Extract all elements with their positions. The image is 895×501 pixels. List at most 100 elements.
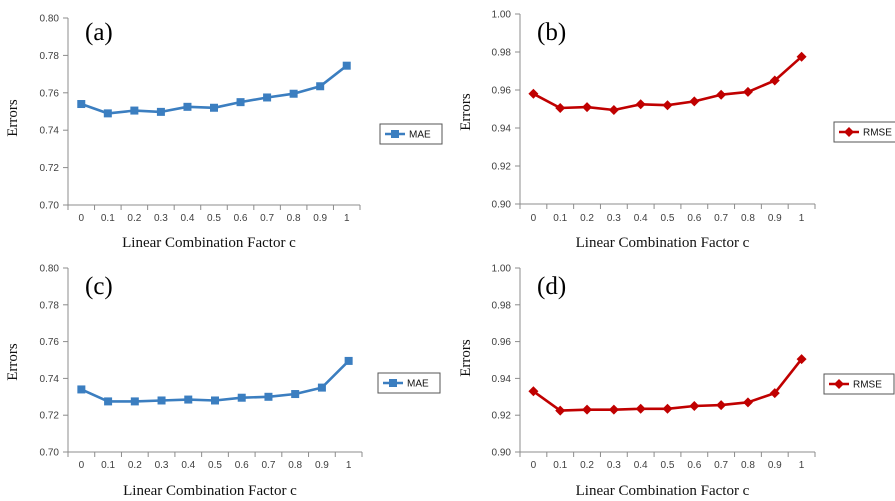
x-tick-label: 0.1 (101, 460, 115, 471)
y-tick-label: 0.72 (40, 163, 60, 174)
x-tick-label: 0.8 (741, 213, 755, 224)
x-tick-label: 0.5 (207, 213, 221, 224)
data-point (528, 386, 539, 397)
x-tick-label: 0.3 (155, 460, 169, 471)
y-tick-label: 0.96 (492, 337, 512, 348)
data-point (582, 102, 593, 113)
y-tick-label: 0.98 (492, 48, 512, 59)
series-line-mae (80, 359, 350, 403)
x-tick-label: 1 (344, 213, 350, 224)
x-tick-label: 1 (346, 460, 352, 471)
x-tick-label: 0.5 (661, 460, 675, 471)
y-tick-label: 1.00 (492, 264, 512, 275)
series-line-rmse (532, 358, 803, 412)
y-tick-label: 0.74 (40, 126, 60, 137)
x-tick-label: 0.4 (181, 460, 195, 471)
x-tick-label: 0.1 (553, 213, 567, 224)
y-tick-label: 0.90 (492, 200, 512, 211)
x-tick-label: 0 (78, 213, 84, 224)
chart-panel-3: 0.70 0.72 0.74 0.76 0.78 0.80 0 0.1 0.2 0.3 0.4 0.5… (5, 264, 441, 499)
data-point (317, 383, 326, 392)
data-point (528, 88, 539, 99)
data-point (716, 400, 727, 411)
data-point (555, 405, 566, 416)
x-tick-label: 0.9 (768, 460, 782, 471)
y-tick-label: 0.72 (40, 411, 60, 422)
data-point (264, 392, 273, 401)
data-point (769, 75, 780, 86)
x-tick-label: 0.9 (315, 460, 329, 471)
x-tick-label: 0.2 (128, 460, 142, 471)
x-tick-label: 0.9 (768, 213, 782, 224)
legend-box (377, 372, 441, 394)
data-point (662, 100, 673, 111)
x-tick-label: 0.6 (235, 460, 249, 471)
y-tick-label: 0.98 (492, 300, 512, 311)
chart-panel-1: 0.70 0.72 0.74 0.76 0.78 0.80 0 0.1 0.2 0.3 0.4 0.5… (5, 14, 443, 251)
y-axis-title: Errors (458, 93, 474, 131)
x-tick-label: 0.6 (687, 213, 701, 224)
y-tick-label: 0.70 (40, 201, 60, 212)
legend-box (823, 373, 895, 395)
x-tick-label: 0.6 (234, 213, 248, 224)
data-point (157, 396, 166, 405)
x-tick-label: 1 (799, 213, 805, 224)
x-tick-label: 0 (531, 213, 537, 224)
x-axis-title: Linear Combination Factor c (122, 235, 296, 251)
data-point (103, 109, 112, 118)
panel-label: (c) (85, 273, 113, 300)
data-point (130, 106, 139, 115)
y-tick-label: 0.94 (492, 374, 512, 385)
x-tick-label: 0 (79, 460, 85, 471)
data-point (77, 100, 86, 109)
data-point (662, 403, 673, 414)
x-tick-label: 0.5 (661, 213, 675, 224)
y-axis-title: Errors (5, 343, 21, 381)
data-point (183, 102, 192, 111)
legend-marker (389, 379, 397, 387)
x-tick-label: 0.3 (154, 213, 168, 224)
y-tick-label: 0.78 (40, 300, 60, 311)
x-tick-label: 0.2 (580, 460, 594, 471)
x-tick-label: 0.1 (101, 213, 115, 224)
y-tick-label: 0.80 (40, 14, 60, 25)
data-point (608, 104, 619, 115)
legend-label: RMSE (863, 128, 892, 139)
x-tick-label: 0.4 (181, 213, 195, 224)
legend-marker (391, 130, 399, 138)
panel-label: (b) (537, 19, 566, 46)
data-point (635, 99, 646, 110)
data-point (210, 103, 218, 112)
legend-marker (834, 379, 844, 389)
data-point (742, 397, 753, 408)
data-point (289, 89, 298, 98)
data-point (236, 98, 245, 107)
data-point (796, 354, 807, 365)
legend-box (833, 121, 895, 143)
data-point (796, 51, 807, 62)
x-tick-label: 0.3 (607, 460, 621, 471)
y-tick-label: 0.94 (492, 124, 512, 135)
data-point (582, 404, 593, 415)
y-tick-label: 0.90 (492, 448, 512, 459)
legend-label: RMSE (853, 380, 882, 391)
x-tick-label: 0.7 (262, 460, 276, 471)
data-point (291, 390, 300, 399)
x-tick-label: 0.7 (714, 213, 728, 224)
x-axis-title: Linear Combination Factor c (576, 483, 750, 499)
x-tick-label: 0.8 (288, 460, 302, 471)
y-tick-label: 0.76 (40, 337, 60, 348)
x-tick-label: 0.2 (127, 213, 141, 224)
data-point (316, 82, 325, 91)
panel-label: (d) (537, 273, 566, 300)
x-tick-label: 0.6 (687, 460, 701, 471)
x-tick-label: 0.5 (208, 460, 222, 471)
x-axis-title: Linear Combination Factor c (123, 483, 297, 499)
x-tick-label: 0.4 (634, 213, 648, 224)
data-point (211, 396, 219, 405)
x-tick-label: 0.3 (607, 213, 621, 224)
y-tick-label: 0.80 (40, 264, 60, 275)
y-tick-label: 0.78 (40, 51, 60, 62)
y-axis-title: Errors (458, 339, 474, 377)
chart-panel-2: 0.90 0.92 0.94 0.96 0.98 1.00 0 0.1 0.2 0.3 0.4 0.5… (458, 10, 895, 251)
